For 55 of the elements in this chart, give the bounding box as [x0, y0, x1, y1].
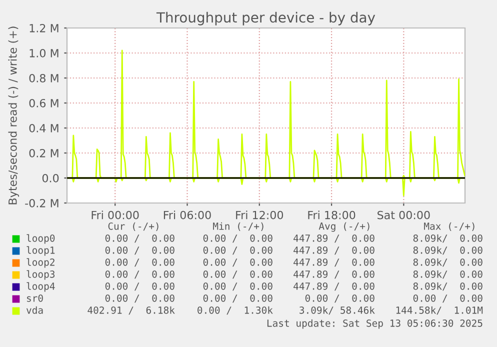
text: 0.00 / 0.00: [105, 246, 174, 255]
text: 0.00 / 0.00: [105, 258, 174, 267]
text: 0.00 / 0.00: [203, 282, 272, 291]
legend-label: loop4: [26, 282, 55, 292]
text: 0.00 / 0.00: [105, 294, 174, 303]
chart-title: Throughput per device - by day: [156, 12, 376, 26]
text: 0.00 / 1.30k: [198, 306, 273, 315]
text: 0.00 / 0.00: [105, 234, 174, 243]
text: Min (-/+): [213, 222, 264, 231]
y-tick-label: -0.2 M: [25, 198, 58, 208]
y-axis-title: Bytes/second read (-) / write (+): [8, 26, 20, 204]
text: 447.89 / 0.00: [294, 270, 374, 279]
y-tick-label: 1.2 M: [30, 24, 58, 32]
text: Last update: Sat Sep 13 05:06:30 2025: [267, 319, 482, 329]
text: 447.89 / 0.00: [294, 258, 374, 267]
y-tick-label: 1.0 M: [30, 48, 58, 58]
y-tick-label: 0.4 M: [29, 124, 58, 132]
y-tick-label: 0.6 M: [29, 98, 58, 108]
text: 0.00 / 0.00: [203, 294, 272, 303]
text: 447.89 / 0.00: [294, 246, 374, 255]
legend-label: vda: [26, 306, 43, 314]
text: 8.09k/ 0.00: [413, 282, 482, 291]
text: 0.00 / 0.00: [203, 258, 272, 267]
x-tick-label: Fri 06:00: [164, 210, 211, 220]
x-tick-label: Sat 00:00: [378, 210, 430, 220]
text: 0.00 / 0.00: [105, 270, 174, 279]
text: 8.09k/ 0.00: [413, 258, 482, 267]
text: 3.09k/ 58.46k: [300, 306, 375, 315]
x-tick-label: Fri 12:00: [236, 210, 284, 220]
text: 144.58k/ 1.01M: [396, 306, 483, 315]
legend-label: loop0: [26, 234, 55, 244]
text: Max (-/+): [424, 222, 474, 231]
text: Cur (-/+): [108, 222, 158, 231]
text: 447.89 / 0.00: [294, 282, 374, 291]
x-tick-label: Fri 18:00: [308, 210, 356, 220]
legend-label: loop2: [26, 258, 54, 268]
text: 8.09k/ 0.00: [413, 246, 482, 255]
text: 8.09k/ 0.00: [413, 270, 482, 279]
text: 0.00 / 0.00: [203, 270, 272, 279]
y-tick-label: 0.0: [42, 174, 59, 182]
text: 402.91 / 6.18k: [88, 306, 175, 315]
x-tick-label: Fri 00:00: [92, 210, 139, 220]
text: 0.00 / 0.00: [203, 246, 272, 255]
text: 8.09k/ 0.00: [413, 234, 482, 243]
text: 0.00 / 0.00: [105, 282, 174, 291]
text: Avg (-/+): [318, 222, 370, 232]
text: 447.89 / 0.00: [294, 234, 374, 243]
legend-label: loop3: [26, 270, 55, 280]
text: 0.00 / 0.00: [413, 294, 482, 303]
text: 0.00 / 0.00: [203, 234, 272, 243]
legend-label: sr0: [27, 294, 43, 302]
y-tick-label: 0.2 M: [29, 148, 58, 158]
y-tick-label: 0.8 M: [29, 74, 58, 82]
legend-label: loop1: [26, 246, 55, 256]
text: 0.00 / 0.00: [305, 294, 374, 303]
